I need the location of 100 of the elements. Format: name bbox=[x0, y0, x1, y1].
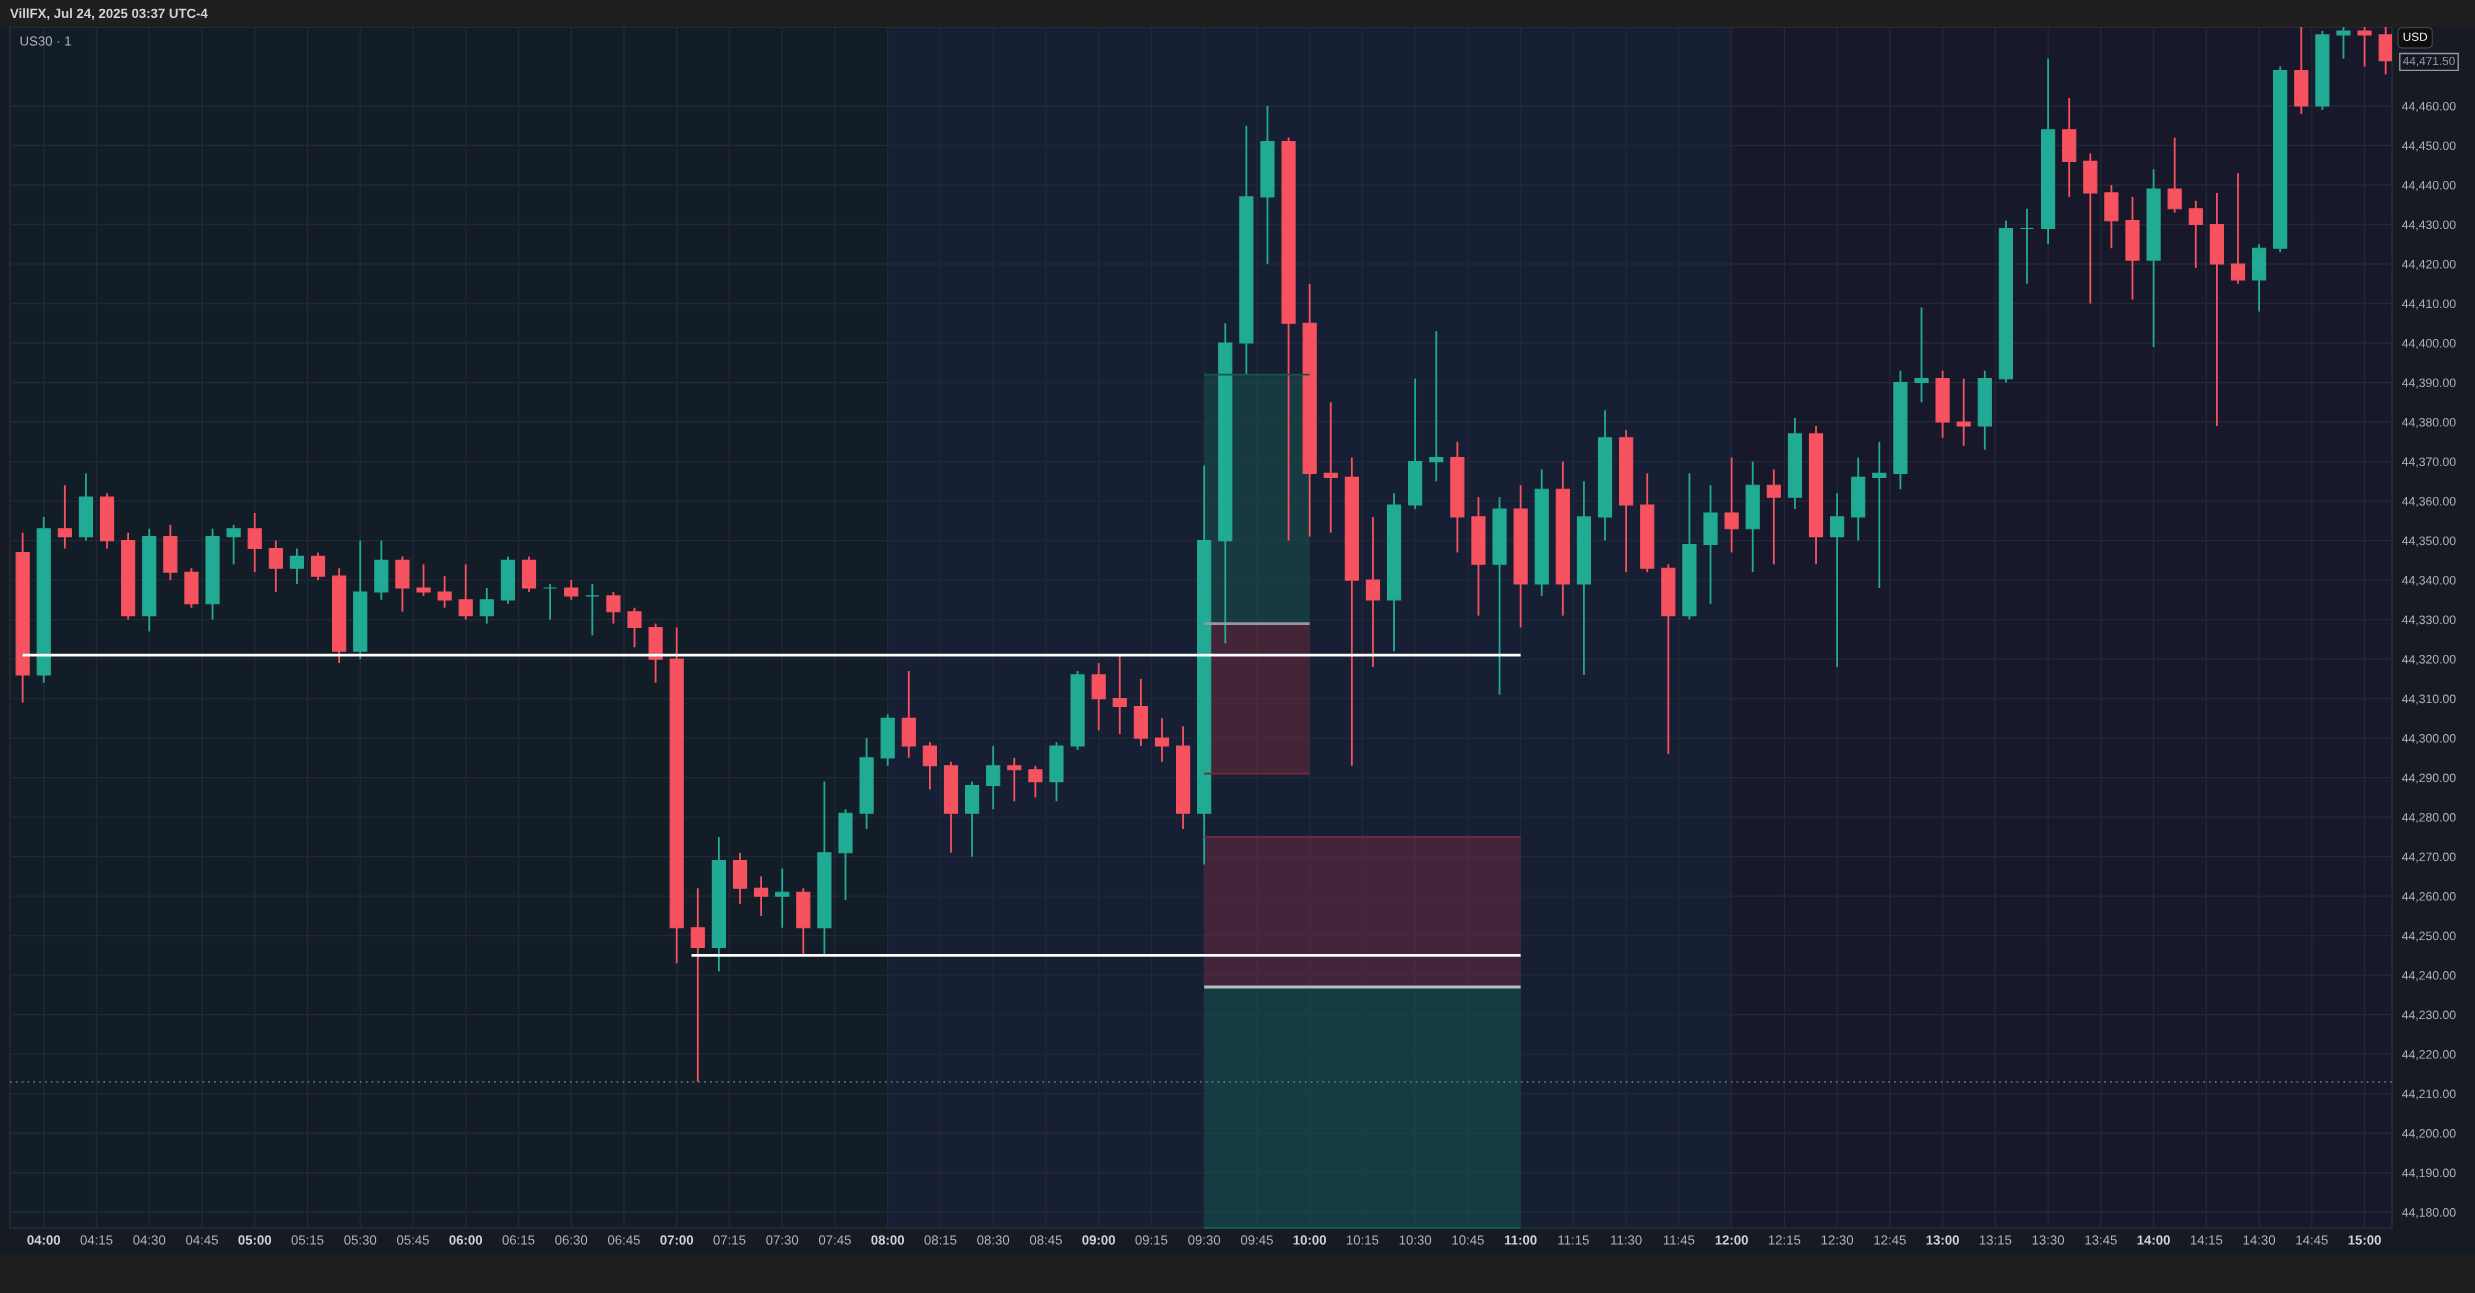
candlestick bbox=[922, 741, 937, 791]
x-tick-label: 12:30 bbox=[1821, 1235, 1854, 1245]
x-tick-label: 04:15 bbox=[80, 1235, 113, 1245]
x-tick-label: 09:45 bbox=[1240, 1235, 1273, 1245]
x-tick-label: 13:30 bbox=[2032, 1235, 2065, 1245]
x-tick-label: 08:00 bbox=[871, 1235, 905, 1245]
candlestick bbox=[1429, 330, 1444, 483]
y-tick-label: 44,220.00 bbox=[2402, 1050, 2456, 1061]
y-tick-label: 44,450.00 bbox=[2402, 141, 2456, 152]
x-tick-label: 13:00 bbox=[1926, 1235, 1959, 1245]
x-tick-label: 05:45 bbox=[396, 1235, 429, 1245]
y-tick-label: 44,420.00 bbox=[2402, 259, 2456, 271]
candlestick bbox=[247, 512, 262, 574]
x-tick-label: 04:45 bbox=[186, 1235, 218, 1245]
candlestick bbox=[1154, 717, 1170, 763]
x-tick-label: 06:15 bbox=[502, 1235, 535, 1245]
x-tick-label: 14:45 bbox=[2296, 1235, 2328, 1245]
y-tick-label: 44,230.00 bbox=[2402, 1010, 2456, 1021]
y-tick-label: 44,340.00 bbox=[2402, 575, 2456, 587]
candlestick bbox=[543, 583, 558, 621]
y-tick-label: 44,400.00 bbox=[2402, 338, 2456, 350]
y-tick-label: 44,210.00 bbox=[2402, 1089, 2456, 1100]
y-tick-label: 44,260.00 bbox=[2402, 892, 2456, 903]
x-tick-label: 05:15 bbox=[291, 1235, 324, 1245]
candlestick bbox=[1724, 456, 1739, 554]
y-tick-label: 44,410.00 bbox=[2402, 299, 2456, 310]
candlestick bbox=[986, 745, 1001, 811]
x-tick-label: 07:00 bbox=[660, 1235, 694, 1245]
candlestick bbox=[458, 563, 473, 621]
candlestick bbox=[2188, 199, 2203, 269]
y-tick-label: 44,290.00 bbox=[2402, 773, 2456, 784]
candlestick bbox=[690, 887, 705, 1083]
y-tick-label: 44,190.00 bbox=[2402, 1168, 2456, 1179]
candlestick bbox=[1365, 515, 1381, 668]
x-tick-label: 14:00 bbox=[2137, 1235, 2170, 1245]
x-tick-label: 12:45 bbox=[1874, 1235, 1906, 1245]
x-tick-label: 10:15 bbox=[1346, 1235, 1379, 1245]
candlestick bbox=[2167, 136, 2182, 214]
candlestick bbox=[226, 523, 241, 566]
y-tick-label: 44,430.00 bbox=[2402, 220, 2456, 231]
x-tick-label: 08:45 bbox=[1029, 1235, 1062, 1245]
x-tick-label: 13:45 bbox=[2085, 1235, 2117, 1245]
y-tick-label: 44,240.00 bbox=[2402, 971, 2456, 982]
x-tick-label: 09:15 bbox=[1135, 1235, 1168, 1245]
candlestick bbox=[57, 484, 72, 550]
x-tick-label: 07:45 bbox=[818, 1235, 851, 1245]
y-tick-label: 44,310.00 bbox=[2402, 694, 2456, 705]
candlestick bbox=[1323, 401, 1338, 534]
x-tick-label: 10:30 bbox=[1399, 1235, 1432, 1245]
candlestick bbox=[1112, 654, 1127, 736]
x-tick-label: 13:15 bbox=[1979, 1235, 2012, 1245]
x-tick-label: 15:00 bbox=[2348, 1235, 2381, 1245]
x-tick-label: 08:30 bbox=[977, 1235, 1010, 1245]
y-tick-label: 44,200.00 bbox=[2402, 1129, 2456, 1140]
y-tick-label: 44,360.00 bbox=[2402, 496, 2456, 508]
candlestick bbox=[1766, 468, 1781, 566]
x-tick-label: 07:15 bbox=[713, 1235, 746, 1245]
candlestick bbox=[289, 547, 305, 585]
y-tick-label: 44,390.00 bbox=[2402, 378, 2456, 389]
candlestick bbox=[1956, 377, 1971, 447]
candlestick bbox=[1872, 440, 1887, 589]
candlestick bbox=[268, 539, 283, 593]
y-tick-label: 44,250.00 bbox=[2402, 931, 2456, 942]
x-tick-label: 11:15 bbox=[1558, 1235, 1589, 1245]
x-tick-label: 11:30 bbox=[1611, 1235, 1642, 1245]
x-tick-label: 05:30 bbox=[344, 1235, 377, 1245]
x-tick-label: 11:45 bbox=[1663, 1235, 1695, 1245]
y-tick-label: 44,280.00 bbox=[2402, 813, 2456, 824]
y-tick-label: 44,460.00 bbox=[2402, 101, 2456, 113]
candlestick bbox=[1028, 764, 1043, 799]
x-tick-label: 08:15 bbox=[924, 1235, 957, 1245]
x-tick-label: 11:00 bbox=[1504, 1235, 1537, 1245]
x-tick-label: 06:45 bbox=[607, 1235, 640, 1245]
candlestick bbox=[310, 551, 326, 581]
y-tick-label: 44,180.00 bbox=[2402, 1208, 2456, 1219]
y-tick-label: 44,320.00 bbox=[2402, 655, 2456, 666]
text: VillFX, Jul 24, 2025 03:37 UTC-4 bbox=[10, 8, 208, 20]
text: US30 · 1 bbox=[20, 36, 71, 46]
y-tick-label: 44,350.00 bbox=[2402, 536, 2456, 547]
candlestick bbox=[627, 606, 642, 649]
y-tick-label: 44,300.00 bbox=[2402, 734, 2456, 745]
y-tick-label: 44,270.00 bbox=[2402, 852, 2456, 863]
y-axis-title: USD bbox=[2403, 32, 2428, 41]
y-tick-label: 44,380.00 bbox=[2402, 417, 2456, 429]
candlestick bbox=[437, 575, 452, 609]
x-tick-label: 10:00 bbox=[1293, 1235, 1326, 1245]
text: 44,471.50 bbox=[2402, 56, 2455, 67]
candlestick bbox=[416, 563, 431, 597]
candlestick bbox=[1830, 492, 1845, 668]
x-tick-label: 14:15 bbox=[2190, 1235, 2223, 1245]
x-tick-label: 05:00 bbox=[238, 1235, 272, 1245]
candlestick bbox=[1914, 306, 1929, 404]
x-tick-label: 14:30 bbox=[2243, 1235, 2276, 1245]
x-tick-label: 04:30 bbox=[133, 1235, 166, 1245]
candlestick bbox=[1091, 662, 1106, 732]
x-tick-label: 10:45 bbox=[1452, 1235, 1484, 1245]
x-tick-label: 12:15 bbox=[1768, 1235, 1801, 1245]
x-tick-label: 04:00 bbox=[27, 1235, 61, 1245]
candlestick bbox=[2019, 207, 2035, 285]
candlestick bbox=[479, 587, 494, 625]
